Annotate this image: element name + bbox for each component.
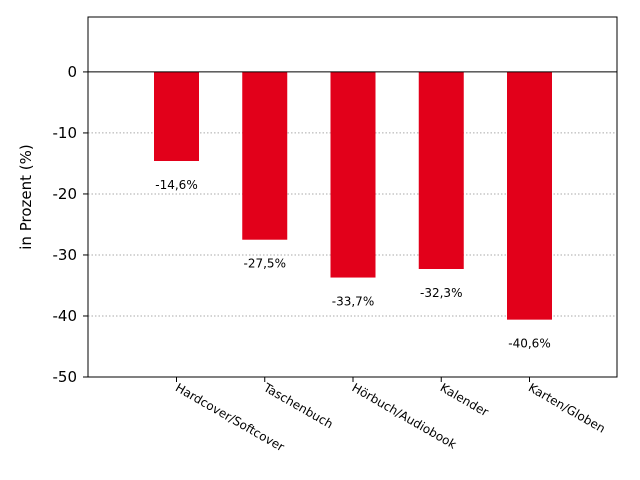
- bar: [330, 71, 376, 278]
- data-label: -33,7%: [332, 295, 374, 309]
- data-label: -27,5%: [244, 257, 286, 271]
- data-label: -40,6%: [508, 337, 550, 351]
- y-tick-label: -30: [53, 246, 78, 264]
- bar: [242, 71, 288, 240]
- x-tick-label: Karten/Globen: [526, 380, 608, 435]
- bar: [507, 71, 552, 320]
- bar: [154, 71, 199, 161]
- y-tick-label: -40: [53, 307, 78, 325]
- x-tick-label: Kalender: [438, 380, 491, 419]
- bar: [418, 71, 464, 269]
- y-tick-label: -10: [53, 124, 78, 142]
- y-tick-label: -50: [53, 368, 78, 386]
- y-tick-label: -20: [53, 185, 78, 203]
- y-axis-title: in Prozent (%): [17, 144, 35, 249]
- bars: [154, 71, 552, 320]
- y-axis: 0 -10 -20 -30 -40 -50: [53, 63, 88, 386]
- y-tick-label: 0: [67, 63, 77, 81]
- data-labels: -14,6% -27,5% -33,7% -32,3% -40,6%: [155, 178, 550, 351]
- x-tick-label: Taschenbuch: [260, 380, 335, 431]
- data-label: -32,3%: [420, 286, 462, 300]
- data-label: -14,6%: [155, 178, 197, 192]
